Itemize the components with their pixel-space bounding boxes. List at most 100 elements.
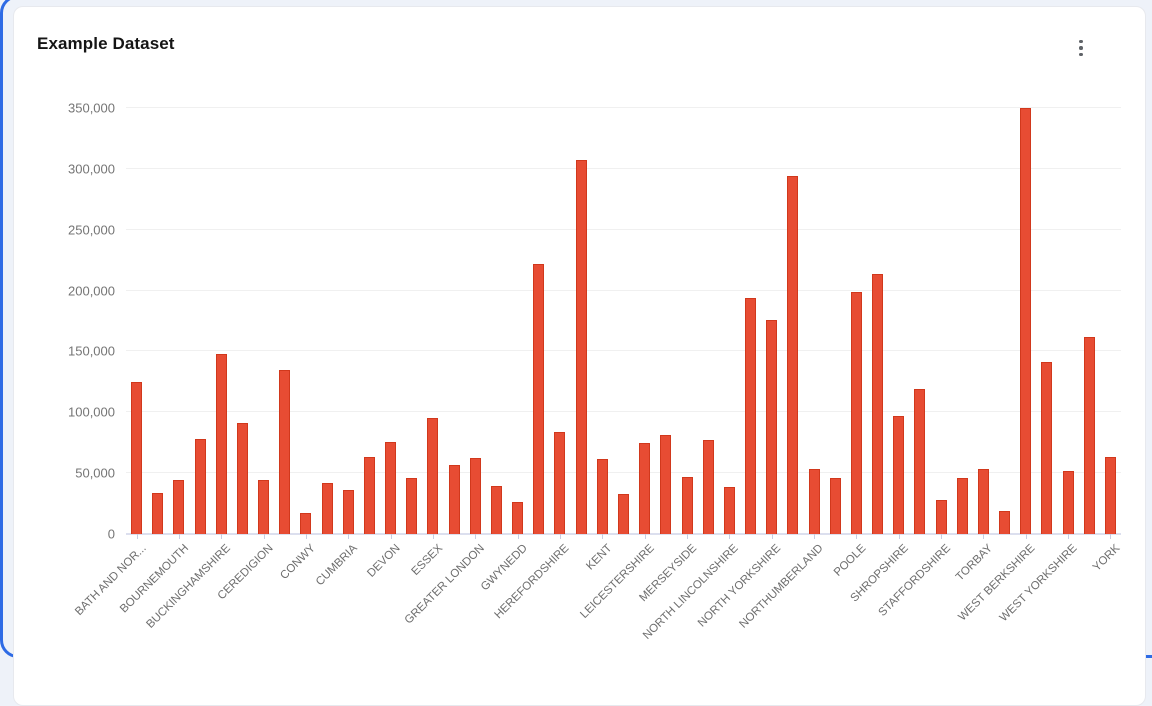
x-axis-tick — [983, 534, 985, 539]
bar[interactable] — [194, 439, 206, 534]
bar[interactable] — [808, 468, 820, 534]
bar[interactable] — [321, 482, 333, 534]
x-tick-label: TORBAY — [954, 542, 996, 584]
bar[interactable] — [787, 176, 799, 534]
bar[interactable] — [258, 480, 270, 534]
bar-chart: 0 50,000 100,000 150,000 200,000 250,000 300,0… — [68, 102, 1122, 642]
y-tick-label: 200,000 — [68, 283, 115, 299]
bar[interactable] — [999, 511, 1011, 534]
bar[interactable] — [596, 458, 608, 534]
y-tick-label: 0 — [107, 526, 115, 542]
chart-title: Example Dataset — [37, 34, 175, 53]
bar[interactable] — [1104, 457, 1116, 534]
bar[interactable] — [554, 431, 566, 534]
bar[interactable] — [723, 486, 735, 534]
y-tick-label: 150,000 — [68, 343, 115, 359]
x-axis-tick — [771, 534, 773, 539]
bar[interactable] — [639, 443, 651, 534]
x-tick-label: DEVON — [365, 542, 403, 580]
y-tick-label: 50,000 — [75, 465, 115, 481]
x-tick-label: GREATER LONDON — [402, 542, 488, 627]
bar[interactable] — [914, 388, 926, 534]
bar[interactable] — [279, 370, 291, 534]
bar[interactable] — [872, 273, 884, 534]
x-axis-tick — [559, 534, 561, 539]
bar[interactable] — [1083, 336, 1095, 534]
gridline — [126, 167, 1121, 169]
x-axis-tick — [263, 534, 265, 539]
bar[interactable] — [131, 382, 143, 534]
bar[interactable] — [173, 479, 185, 534]
bar[interactable] — [448, 464, 460, 534]
bar[interactable] — [385, 441, 397, 534]
bar[interactable] — [766, 319, 778, 534]
bar[interactable] — [1020, 108, 1032, 534]
x-axis-tick — [432, 534, 434, 539]
bar[interactable] — [342, 489, 354, 534]
bar[interactable] — [660, 435, 672, 534]
x-tick-label: POOLE — [831, 542, 869, 579]
x-tick-label: WEST YORKSHIRE — [998, 542, 1080, 625]
x-tick-label: BUCKINGHAMSHIRE — [144, 542, 234, 631]
bar[interactable] — [702, 439, 714, 534]
bar[interactable] — [512, 501, 524, 534]
bar[interactable] — [469, 457, 481, 534]
x-axis-tick — [1110, 534, 1112, 539]
x-tick-label: YORK — [1090, 542, 1123, 574]
bar[interactable] — [1041, 362, 1053, 534]
bar[interactable] — [745, 297, 757, 534]
bar[interactable] — [935, 499, 947, 534]
bar[interactable] — [956, 478, 968, 534]
chart-card: Example Dataset 0 50,000 100,000 150,000 200… — [13, 6, 1146, 706]
bar[interactable] — [152, 492, 164, 534]
x-axis-tick — [136, 534, 138, 539]
card-header: Example Dataset — [37, 34, 1115, 60]
bar[interactable] — [406, 478, 418, 534]
gridline — [126, 411, 1121, 413]
x-axis-tick — [178, 534, 180, 539]
x-axis-tick — [898, 534, 900, 539]
x-tick-label: WEST BERKSHIRE — [956, 542, 1038, 624]
bar[interactable] — [575, 160, 587, 534]
bar[interactable] — [236, 422, 248, 534]
kebab-menu-icon[interactable] — [1074, 38, 1088, 58]
x-axis-tick — [348, 534, 350, 539]
bar[interactable] — [363, 457, 375, 534]
x-axis-tick — [517, 534, 519, 539]
x-axis-tick — [475, 534, 477, 539]
gridline — [126, 107, 1121, 108]
y-tick-label: 250,000 — [68, 222, 115, 238]
bar[interactable] — [427, 417, 439, 534]
x-axis-line — [126, 533, 1121, 535]
gridline — [126, 228, 1121, 230]
x-tick-label: CONWY — [278, 542, 318, 582]
bar[interactable] — [977, 468, 989, 534]
x-axis-tick — [856, 534, 858, 539]
x-axis-tick — [814, 534, 816, 539]
gridline — [126, 350, 1121, 352]
bar[interactable] — [300, 512, 312, 534]
x-tick-label: NORTH YORKSHIRE — [696, 542, 784, 630]
y-tick-label: 350,000 — [68, 100, 115, 116]
x-tick-label: ESSEX — [409, 542, 445, 578]
y-tick-label: 100,000 — [68, 404, 115, 420]
x-tick-label: KENT — [583, 542, 615, 573]
bar[interactable] — [490, 485, 502, 534]
x-axis-tick — [602, 534, 604, 539]
gridline — [126, 472, 1121, 474]
bar[interactable] — [215, 353, 227, 534]
bar[interactable] — [893, 415, 905, 534]
x-axis-tick — [687, 534, 688, 539]
bar[interactable] — [533, 263, 545, 534]
x-tick-label: NORTHUMBERLAND — [737, 542, 826, 631]
gridline — [126, 289, 1121, 291]
x-axis-tick — [1025, 534, 1027, 539]
x-axis-tick — [729, 534, 731, 539]
bar[interactable] — [850, 291, 862, 534]
bar[interactable] — [1062, 470, 1074, 534]
x-axis-tick — [390, 534, 392, 539]
bar[interactable] — [681, 477, 693, 534]
x-axis-tick — [221, 534, 223, 539]
bar[interactable] — [829, 478, 841, 534]
bar[interactable] — [618, 494, 629, 534]
